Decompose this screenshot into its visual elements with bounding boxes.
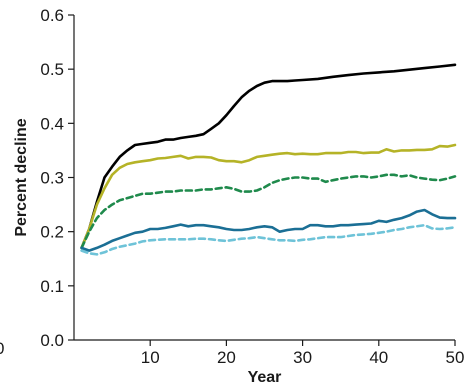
y-tick-label: 0.4 bbox=[40, 114, 64, 133]
series-group bbox=[80, 63, 457, 256]
y-tick-label: 0.5 bbox=[40, 60, 64, 79]
y-tick-label: 0.1 bbox=[40, 277, 64, 296]
y-tick-label: 0.2 bbox=[40, 223, 64, 242]
cropped-tick-label: 0 bbox=[0, 339, 4, 358]
y-tick-label: 0.3 bbox=[40, 169, 64, 188]
series-line-5 bbox=[80, 223, 457, 256]
series-line-1 bbox=[80, 63, 457, 250]
y-axis-ticks: 0.0 0.1 0.2 0.3 0.4 0.5 0.6 bbox=[40, 6, 74, 350]
series-line-2 bbox=[80, 143, 457, 250]
y-tick-label: 0.0 bbox=[40, 331, 64, 350]
x-axis-title: Year bbox=[248, 369, 282, 386]
x-tick-label: 20 bbox=[217, 348, 236, 367]
x-tick-label: 50 bbox=[446, 348, 465, 367]
series-line-3 bbox=[80, 173, 457, 250]
x-axis-ticks: 10 20 30 40 50 bbox=[141, 340, 465, 367]
y-axis-title: Percent decline bbox=[13, 118, 30, 236]
series-line-4 bbox=[80, 208, 457, 252]
x-tick-label: 30 bbox=[293, 348, 312, 367]
x-tick-label: 40 bbox=[369, 348, 388, 367]
y-tick-label: 0.6 bbox=[40, 6, 64, 25]
x-tick-label: 10 bbox=[141, 348, 160, 367]
